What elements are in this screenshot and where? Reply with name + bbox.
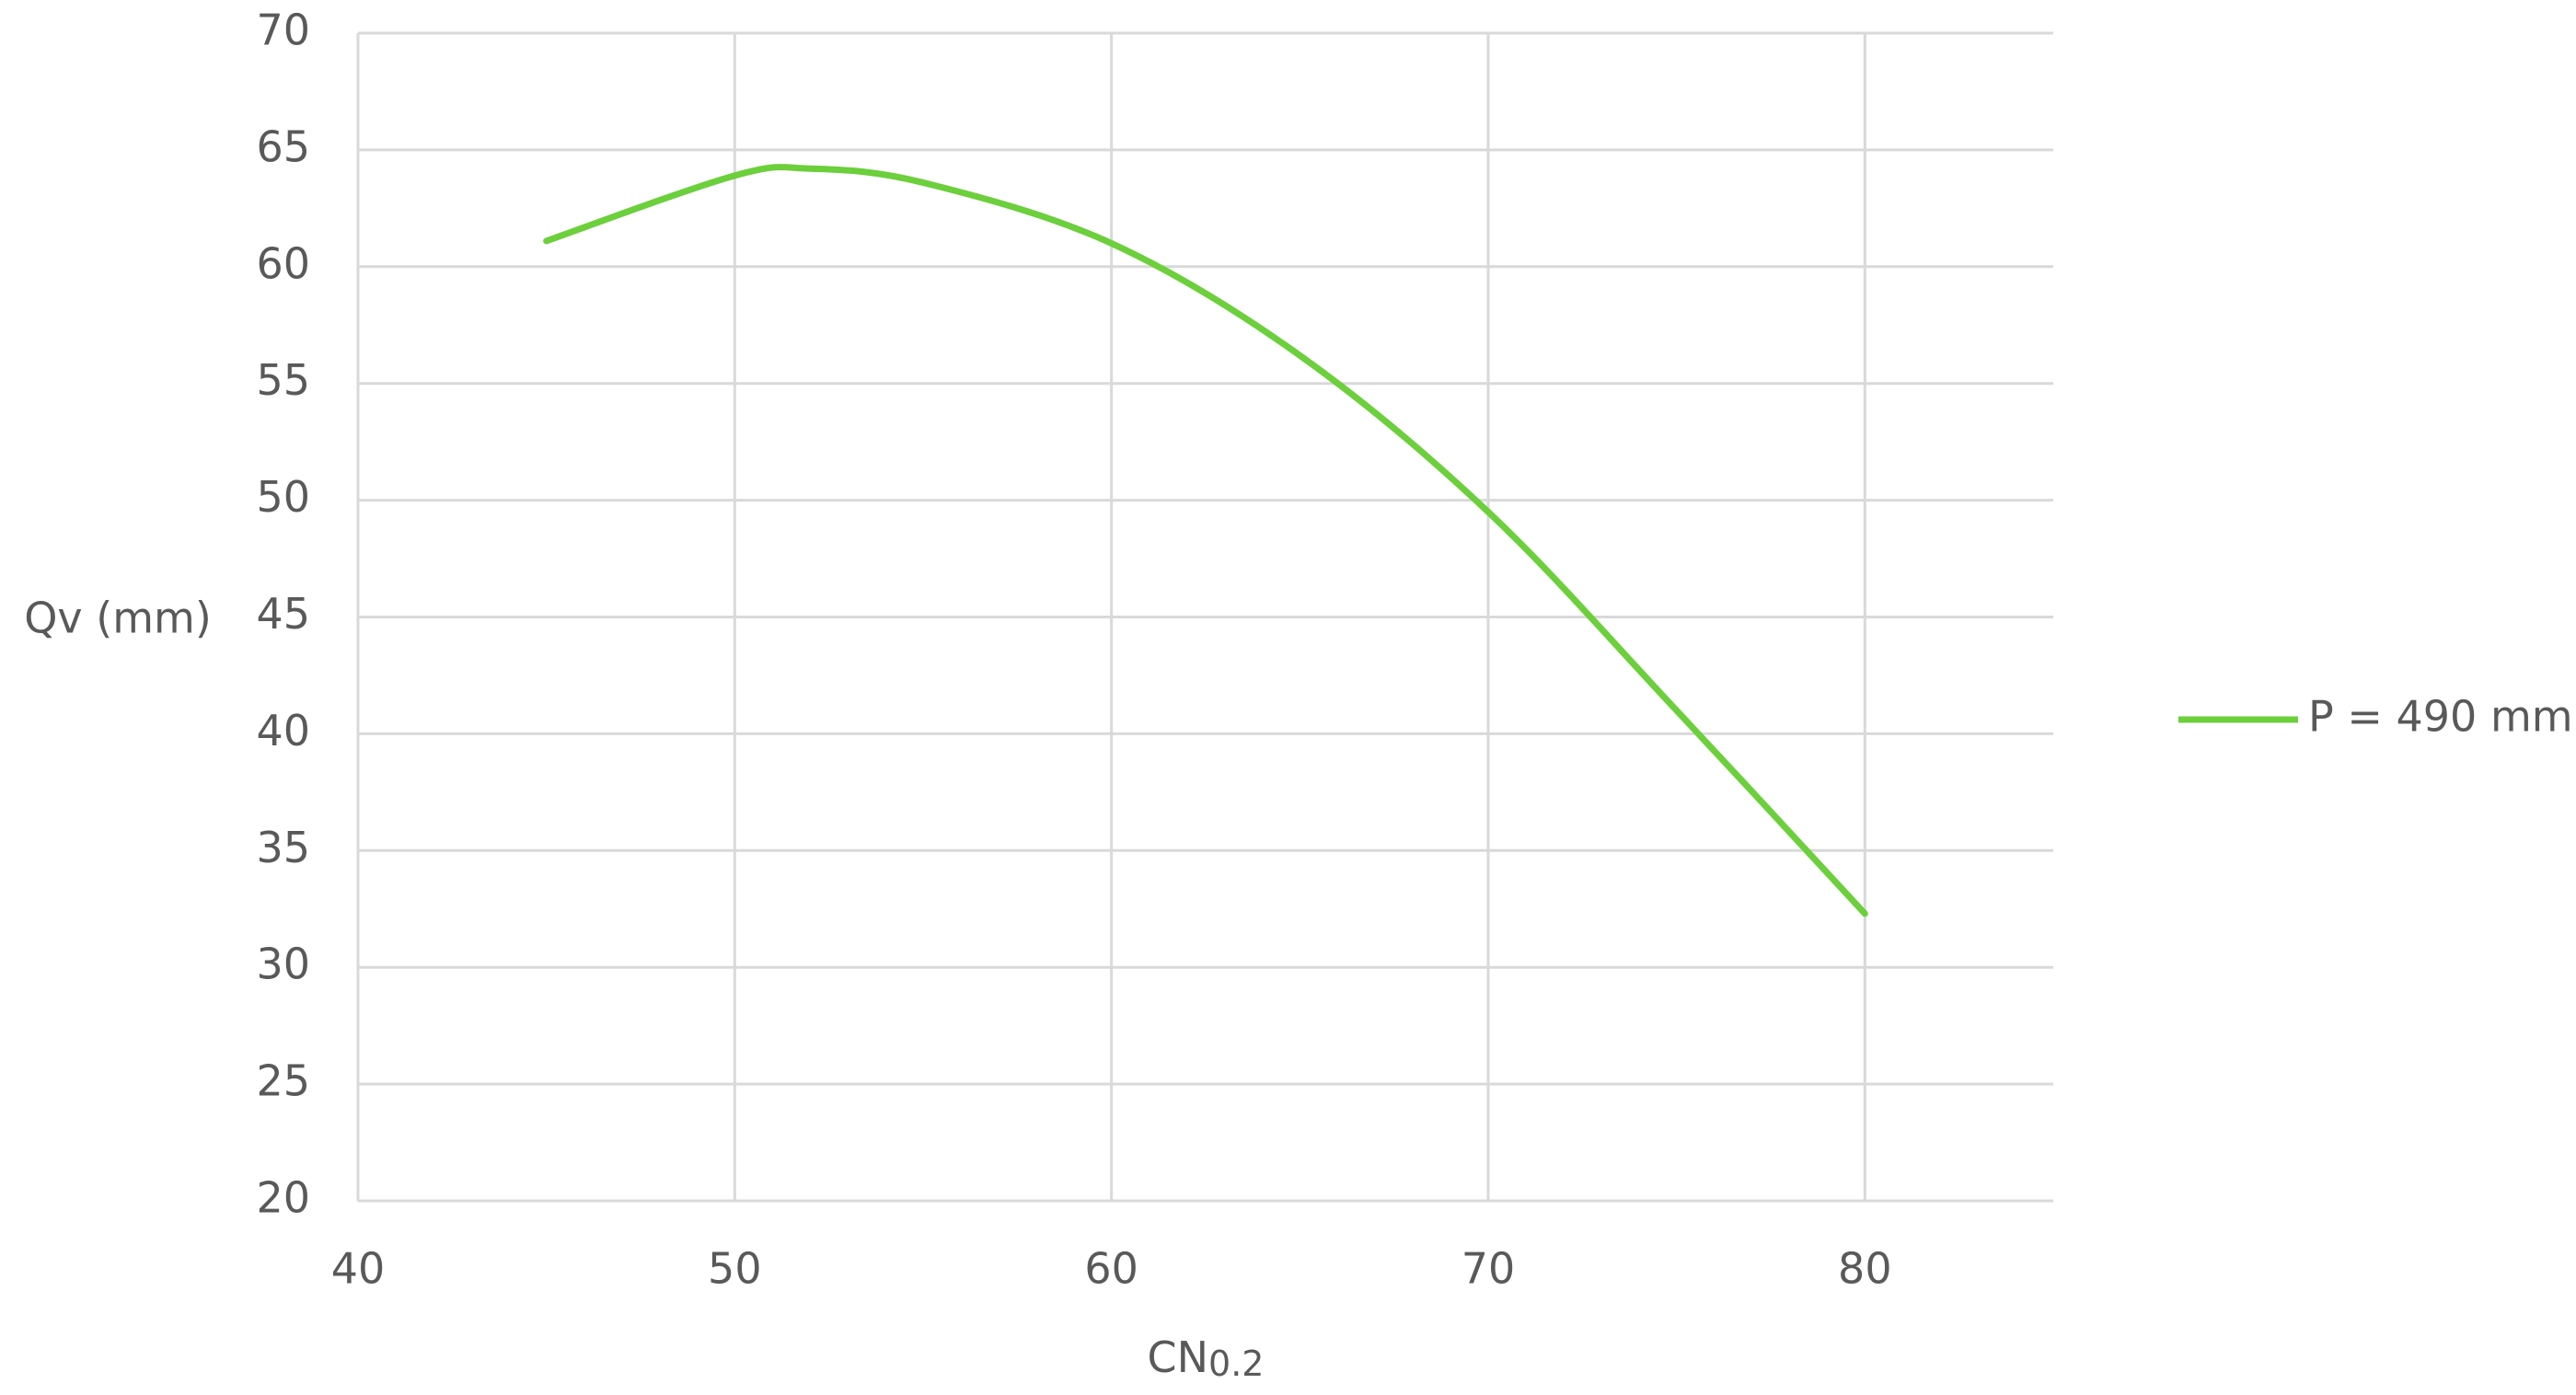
- x-tick-label: 80: [1838, 1244, 1892, 1294]
- x-axis-label: CN0.2: [1148, 1332, 1265, 1384]
- y-tick-label: 20: [256, 1173, 310, 1223]
- y-tick-label: 35: [256, 823, 310, 872]
- y-tick-label: 65: [256, 121, 310, 171]
- y-tick-label: 45: [256, 589, 310, 639]
- y-tick-label: 30: [256, 940, 310, 989]
- y-tick-label: 55: [256, 355, 310, 405]
- y-tick-label: 70: [256, 6, 310, 55]
- line-series: [543, 164, 1868, 917]
- y-axis-label: Qv (mm): [24, 594, 212, 643]
- x-axis-label-main: CN: [1148, 1332, 1209, 1382]
- x-tick-label: 70: [1461, 1244, 1516, 1294]
- y-tick-label: 40: [256, 706, 310, 755]
- x-axis-label-subscript: 0.2: [1208, 1343, 1264, 1384]
- x-tick-label: 40: [331, 1244, 386, 1294]
- y-tick-label: 25: [256, 1056, 310, 1106]
- y-tick-label: 50: [256, 472, 310, 522]
- x-tick-label: 50: [708, 1244, 762, 1294]
- y-tick-label: 60: [256, 238, 310, 288]
- x-tick-label: 60: [1084, 1244, 1138, 1294]
- legend-label: P = 490 mm: [2308, 692, 2573, 742]
